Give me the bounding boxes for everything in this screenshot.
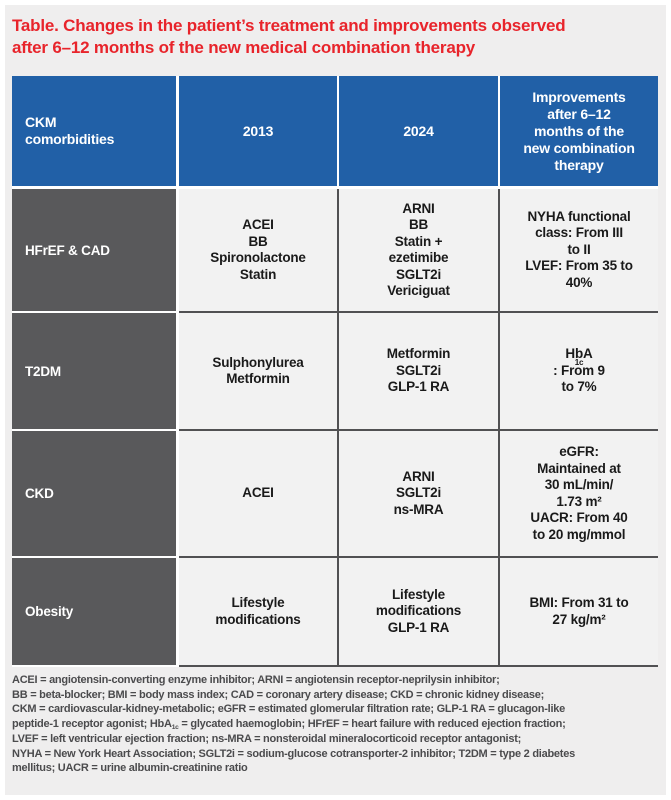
cell-obesity-2013: Lifestyle modifications [179,558,337,665]
cell-ckd-2013: ACEI [179,431,337,556]
cell-ckd-improvements: eGFR: Maintained at 30 mL/min/ 1.73 m² U… [500,431,658,556]
header-improvements: Improvements after 6–12 months of the ne… [500,76,658,186]
row-label-hfref-cad: HFrEF & CAD [12,189,176,311]
header-2024: 2024 [339,76,498,186]
page-background: Table. Changes in the patient’s treatmen… [5,5,666,795]
cell-obesity-improvements: BMI: From 31 to 27 kg/m² [500,558,658,665]
cell-t2dm-2013: Sulphonylurea Metformin [179,313,337,429]
grid-line-horizontal-2 [179,429,658,431]
grid-line-vertical-1 [337,189,339,667]
row-label-t2dm: T2DM [12,313,176,429]
grid-line-vertical-2 [498,189,500,667]
header-2013: 2013 [179,76,337,186]
cell-t2dm-2024: Metformin SGLT2i GLP-1 RA [339,313,498,429]
table-title: Table. Changes in the patient’s treatmen… [12,16,566,57]
row-label-ckd: CKD [12,431,176,556]
cell-hfref-2013: ACEI BB Spironolactone Statin [179,189,337,311]
treatment-table: CKM comorbidities 2013 2024 Improvements… [12,76,658,667]
cell-ckd-2024: ARNI SGLT2i ns-MRA [339,431,498,556]
cell-hfref-2024: ARNI BB Statin + ezetimibe SGLT2i Verici… [339,189,498,311]
cell-hfref-improvements: NYHA functional class: From III to II LV… [500,189,658,311]
cell-obesity-2024: Lifestyle modifications GLP-1 RA [339,558,498,665]
header-ckm-comorbidities: CKM comorbidities [12,76,176,186]
cell-t2dm-improvements: HbA 1c: From 9 to 7% [500,313,658,429]
grid-line-horizontal-3 [179,556,658,558]
grid-line-horizontal-bottom [179,665,658,667]
grid-line-horizontal-1 [179,311,658,313]
abbreviations-footnote: ACEI = angiotensin-converting enzyme inh… [12,674,575,775]
row-label-obesity: Obesity [12,558,176,665]
